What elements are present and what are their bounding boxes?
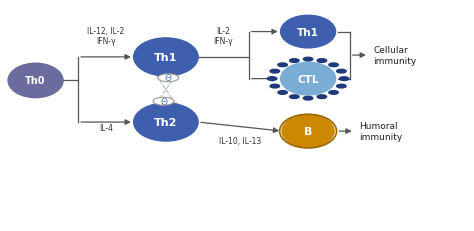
Text: Humoral
immunity: Humoral immunity bbox=[359, 122, 402, 141]
Text: Th1: Th1 bbox=[297, 27, 319, 37]
Ellipse shape bbox=[134, 39, 198, 76]
Ellipse shape bbox=[8, 64, 63, 98]
Circle shape bbox=[158, 74, 179, 82]
Circle shape bbox=[329, 91, 338, 95]
Circle shape bbox=[278, 91, 287, 95]
Circle shape bbox=[303, 58, 313, 62]
Circle shape bbox=[317, 60, 327, 63]
Circle shape bbox=[303, 97, 313, 100]
Circle shape bbox=[153, 98, 174, 106]
Text: Θ: Θ bbox=[165, 74, 172, 83]
Text: Fig 4: The regulatory effect of cytokines on Th1 and Th2 cell subpopulations: Fig 4: The regulatory effect of cytokine… bbox=[18, 199, 383, 208]
Text: B: B bbox=[304, 127, 312, 137]
Ellipse shape bbox=[282, 116, 334, 147]
Circle shape bbox=[339, 77, 349, 81]
Circle shape bbox=[317, 95, 327, 99]
Circle shape bbox=[290, 60, 299, 63]
Ellipse shape bbox=[134, 103, 198, 141]
Circle shape bbox=[337, 85, 346, 88]
Ellipse shape bbox=[281, 63, 336, 95]
Text: Th0: Th0 bbox=[25, 76, 46, 86]
Ellipse shape bbox=[281, 16, 336, 49]
Text: Th2: Th2 bbox=[154, 118, 178, 128]
Circle shape bbox=[278, 64, 287, 67]
Text: IL-10, IL-13: IL-10, IL-13 bbox=[219, 136, 261, 145]
Circle shape bbox=[290, 95, 299, 99]
Circle shape bbox=[329, 64, 338, 67]
Text: IL-2
IFN-γ: IL-2 IFN-γ bbox=[213, 27, 233, 46]
Circle shape bbox=[270, 70, 280, 74]
Text: IL-4: IL-4 bbox=[99, 123, 113, 132]
Circle shape bbox=[337, 70, 346, 74]
Circle shape bbox=[270, 85, 280, 88]
Text: Cellular
immunity: Cellular immunity bbox=[374, 46, 417, 66]
Text: IL-12, IL-2
IFN-γ: IL-12, IL-2 IFN-γ bbox=[87, 27, 125, 46]
Text: Th1: Th1 bbox=[154, 53, 178, 63]
Text: Θ: Θ bbox=[160, 97, 167, 106]
Text: CTL: CTL bbox=[297, 74, 319, 84]
Circle shape bbox=[267, 77, 277, 81]
